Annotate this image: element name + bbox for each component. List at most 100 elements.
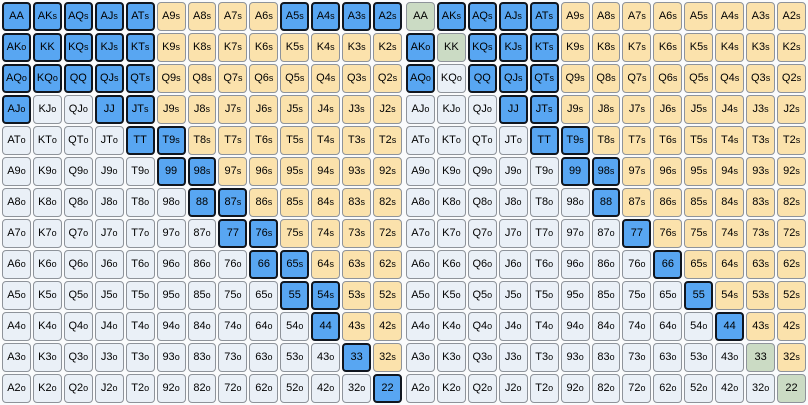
hand-cell-73o[interactable]: 73o [218,343,248,372]
hand-cell-74o[interactable]: 74o [218,312,248,341]
hand-cell-32o[interactable]: 32o [746,374,776,403]
hand-cell-A6o[interactable]: A6o [406,250,435,279]
hand-cell-97o[interactable]: 97o [560,219,590,248]
hand-cell-43o[interactable]: 43o [311,343,341,372]
hand-cell-86o[interactable]: 86o [591,250,621,279]
hand-cell-J8o[interactable]: J8o [498,188,528,217]
hand-cell-96s[interactable]: 96s [653,157,683,186]
hand-cell-97s[interactable]: 97s [218,157,248,186]
hand-cell-T9s[interactable]: T9s [156,126,186,155]
hand-cell-K7s[interactable]: K7s [622,33,652,62]
hand-cell-92s[interactable]: 92s [373,157,402,186]
hand-cell-T9s[interactable]: T9s [560,126,590,155]
hand-cell-85o[interactable]: 85o [187,281,217,310]
hand-cell-T5s[interactable]: T5s [684,126,714,155]
hand-cell-93o[interactable]: 93o [156,343,186,372]
hand-cell-73o[interactable]: 73o [622,343,652,372]
hand-cell-J4o[interactable]: J4o [94,312,124,341]
hand-cell-63o[interactable]: 63o [653,343,683,372]
hand-cell-AJs[interactable]: AJs [498,2,528,31]
hand-cell-JJ[interactable]: JJ [498,95,528,124]
hand-cell-K2s[interactable]: K2s [777,33,806,62]
hand-cell-QJs[interactable]: QJs [94,64,124,93]
hand-cell-98s[interactable]: 98s [187,157,217,186]
hand-cell-93o[interactable]: 93o [560,343,590,372]
hand-cell-A4s[interactable]: A4s [311,2,341,31]
hand-cell-AKo[interactable]: AKo [2,33,31,62]
hand-cell-75s[interactable]: 75s [684,219,714,248]
hand-cell-52o[interactable]: 52o [684,374,714,403]
hand-cell-QTs[interactable]: QTs [529,64,559,93]
hand-cell-QTo[interactable]: QTo [63,126,93,155]
hand-cell-98s[interactable]: 98s [591,157,621,186]
hand-cell-83s[interactable]: 83s [342,188,372,217]
hand-cell-Q4s[interactable]: Q4s [311,64,341,93]
hand-cell-44[interactable]: 44 [311,312,341,341]
hand-cell-86s[interactable]: 86s [249,188,279,217]
hand-cell-Q6o[interactable]: Q6o [63,250,93,279]
hand-cell-A4o[interactable]: A4o [2,312,31,341]
hand-cell-72o[interactable]: 72o [218,374,248,403]
hand-cell-TT[interactable]: TT [529,126,559,155]
hand-cell-Q3s[interactable]: Q3s [746,64,776,93]
hand-cell-K6o[interactable]: K6o [436,250,466,279]
hand-cell-54o[interactable]: 54o [280,312,310,341]
hand-cell-AKs[interactable]: AKs [32,2,62,31]
hand-cell-Q3s[interactable]: Q3s [342,64,372,93]
hand-cell-A3s[interactable]: A3s [746,2,776,31]
hand-cell-T6o[interactable]: T6o [529,250,559,279]
hand-cell-74s[interactable]: 74s [715,219,745,248]
hand-cell-Q3o[interactable]: Q3o [467,343,497,372]
hand-cell-T7o[interactable]: T7o [529,219,559,248]
hand-cell-J4s[interactable]: J4s [715,95,745,124]
hand-cell-JTs[interactable]: JTs [125,95,155,124]
hand-cell-K9s[interactable]: K9s [156,33,186,62]
hand-cell-T6s[interactable]: T6s [249,126,279,155]
hand-cell-54o[interactable]: 54o [684,312,714,341]
hand-cell-T9o[interactable]: T9o [125,157,155,186]
hand-cell-K3s[interactable]: K3s [342,33,372,62]
hand-cell-77[interactable]: 77 [218,219,248,248]
hand-cell-94s[interactable]: 94s [311,157,341,186]
hand-cell-76s[interactable]: 76s [249,219,279,248]
hand-cell-A5o[interactable]: A5o [2,281,31,310]
hand-cell-J7s[interactable]: J7s [218,95,248,124]
hand-cell-AQo[interactable]: AQo [406,64,435,93]
hand-cell-QJo[interactable]: QJo [63,95,93,124]
hand-cell-J9o[interactable]: J9o [498,157,528,186]
hand-cell-33[interactable]: 33 [342,343,372,372]
hand-cell-T7s[interactable]: T7s [218,126,248,155]
hand-cell-74s[interactable]: 74s [311,219,341,248]
hand-cell-T8s[interactable]: T8s [187,126,217,155]
hand-cell-98o[interactable]: 98o [156,188,186,217]
hand-cell-JTo[interactable]: JTo [498,126,528,155]
hand-cell-98o[interactable]: 98o [560,188,590,217]
hand-cell-AJo[interactable]: AJo [2,95,31,124]
hand-cell-J3o[interactable]: J3o [94,343,124,372]
hand-cell-K6s[interactable]: K6s [653,33,683,62]
hand-cell-95s[interactable]: 95s [280,157,310,186]
hand-cell-76o[interactable]: 76o [622,250,652,279]
hand-cell-Q2s[interactable]: Q2s [777,64,806,93]
hand-cell-J2o[interactable]: J2o [498,374,528,403]
hand-cell-ATo[interactable]: ATo [406,126,435,155]
hand-cell-44[interactable]: 44 [715,312,745,341]
hand-cell-84o[interactable]: 84o [591,312,621,341]
hand-cell-72s[interactable]: 72s [373,219,402,248]
hand-cell-J4s[interactable]: J4s [311,95,341,124]
hand-cell-K2o[interactable]: K2o [32,374,62,403]
hand-cell-65s[interactable]: 65s [280,250,310,279]
hand-cell-22[interactable]: 22 [373,374,402,403]
hand-cell-A9s[interactable]: A9s [560,2,590,31]
hand-cell-A5s[interactable]: A5s [684,2,714,31]
hand-cell-KQo[interactable]: KQo [436,64,466,93]
hand-cell-A2s[interactable]: A2s [373,2,402,31]
hand-cell-66[interactable]: 66 [653,250,683,279]
hand-cell-K5o[interactable]: K5o [436,281,466,310]
hand-cell-K5o[interactable]: K5o [32,281,62,310]
hand-cell-63o[interactable]: 63o [249,343,279,372]
hand-cell-K7o[interactable]: K7o [32,219,62,248]
hand-cell-J7s[interactable]: J7s [622,95,652,124]
hand-cell-KJo[interactable]: KJo [436,95,466,124]
hand-cell-A9s[interactable]: A9s [156,2,186,31]
